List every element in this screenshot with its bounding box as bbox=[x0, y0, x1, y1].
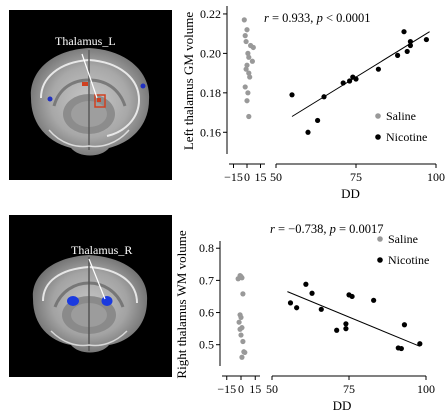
x-tick-label: −15 bbox=[217, 382, 236, 396]
data-point-saline bbox=[239, 354, 245, 360]
data-point-saline bbox=[245, 90, 251, 96]
chart-svg: r = −0.738, p = 0.0017 0.5 0.6 0.7 0.8 Right… bbox=[174, 222, 435, 411]
brain-image-thalamus-left: Thalamus_L bbox=[9, 10, 172, 180]
data-point-nicotine bbox=[375, 66, 381, 72]
x-tick-label: 100 bbox=[427, 170, 445, 184]
data-point-saline bbox=[241, 17, 247, 23]
data-point-saline bbox=[242, 349, 248, 356]
x-tick-label: 15 bbox=[255, 170, 267, 184]
legend-marker-nicotine bbox=[377, 257, 383, 263]
data-point-saline bbox=[245, 50, 251, 56]
x-tick-label: 50 bbox=[270, 170, 282, 184]
data-point-nicotine bbox=[334, 327, 340, 333]
data-point-saline bbox=[243, 38, 249, 45]
roi-highlight bbox=[94, 94, 106, 108]
data-point-nicotine bbox=[343, 326, 349, 332]
brain-image-thalamus-right: Thalamus_R bbox=[9, 215, 172, 377]
data-point-nicotine bbox=[343, 321, 349, 327]
data-point-saline bbox=[242, 84, 248, 90]
data-point-saline bbox=[250, 44, 256, 51]
scatter-chart-right-thalamus: r = −0.738, p = 0.0017 0.5 0.6 0.7 0.8 Right… bbox=[174, 205, 447, 411]
data-point-saline bbox=[240, 291, 246, 297]
data-point-nicotine bbox=[417, 341, 423, 347]
y-tick-label: 0.22 bbox=[200, 7, 221, 21]
data-point-saline bbox=[246, 54, 252, 60]
legend-label: Nicotine bbox=[388, 253, 429, 267]
data-point-saline bbox=[244, 98, 250, 104]
legend-marker-saline bbox=[377, 236, 383, 242]
x-tick-label: 0 bbox=[244, 170, 250, 184]
data-point-nicotine bbox=[404, 48, 410, 55]
roi-left-blob bbox=[67, 296, 79, 306]
marker-left bbox=[47, 96, 53, 102]
y-tick-label: 0.7 bbox=[199, 273, 214, 287]
brain-slice-drawing bbox=[30, 48, 150, 156]
region-label: Thalamus_R bbox=[71, 243, 133, 257]
y-tick-label: 0.8 bbox=[199, 241, 214, 255]
data-point-saline bbox=[246, 70, 252, 76]
legend-label: Saline bbox=[386, 109, 416, 123]
y-tick-label: 0.16 bbox=[200, 125, 221, 139]
data-point-nicotine bbox=[305, 129, 311, 135]
y-tick-label: 0.6 bbox=[199, 306, 214, 320]
data-point-saline bbox=[240, 338, 246, 345]
correlation-stat: r = 0.933, p < 0.0001 bbox=[264, 11, 371, 25]
x-tick-label: 0 bbox=[238, 382, 244, 396]
data-point-nicotine bbox=[423, 36, 429, 43]
brain-slice-drawing bbox=[32, 255, 148, 353]
data-point-nicotine bbox=[371, 297, 377, 303]
x-tick-label: 75 bbox=[343, 382, 355, 396]
data-point-saline bbox=[244, 27, 250, 33]
marker-right bbox=[140, 83, 146, 89]
region-label: Thalamus_L bbox=[55, 34, 116, 48]
data-point-nicotine bbox=[318, 306, 324, 312]
y-axis-title: Right thalamus WM volume bbox=[174, 230, 189, 378]
data-point-nicotine bbox=[315, 117, 321, 124]
correlation-stat: r = −0.738, p = 0.0017 bbox=[270, 222, 384, 236]
data-point-saline bbox=[235, 276, 241, 282]
x-tick-label: 15 bbox=[249, 382, 261, 396]
regression-line bbox=[287, 291, 421, 347]
legend-marker-saline bbox=[375, 113, 381, 119]
data-point-saline bbox=[237, 326, 243, 332]
x-tick-label: 75 bbox=[350, 170, 362, 184]
data-point-nicotine bbox=[398, 345, 404, 352]
data-point-saline bbox=[243, 66, 249, 72]
x-tick-label: 100 bbox=[417, 382, 435, 396]
legend-marker-nicotine bbox=[375, 134, 381, 140]
roi-right-blob bbox=[101, 296, 113, 306]
data-point-saline bbox=[246, 113, 252, 120]
data-point-saline bbox=[238, 332, 244, 338]
regression-line bbox=[291, 31, 430, 117]
y-tick-label: 0.5 bbox=[199, 338, 214, 352]
data-point-nicotine bbox=[401, 29, 407, 35]
data-point-saline bbox=[244, 62, 250, 68]
legend-label: Saline bbox=[388, 232, 418, 246]
data-point-nicotine bbox=[309, 290, 315, 296]
data-point-nicotine bbox=[289, 92, 295, 98]
x-axis-title: DD bbox=[341, 186, 360, 201]
chart-svg: r = 0.933, p < 0.0001 0.16 0.18 0.20 0.22 Le… bbox=[181, 6, 445, 201]
data-point-nicotine bbox=[294, 305, 300, 311]
y-axis-title: Left thalamus GM volume bbox=[181, 12, 196, 151]
data-point-saline bbox=[249, 58, 255, 64]
data-point-nicotine bbox=[287, 300, 294, 306]
y-tick-label: 0.18 bbox=[200, 86, 221, 100]
data-point-saline bbox=[242, 33, 248, 39]
data-point-nicotine bbox=[401, 322, 408, 328]
data-point-nicotine bbox=[303, 281, 309, 287]
data-point-nicotine bbox=[349, 293, 355, 300]
data-point-saline bbox=[236, 319, 242, 325]
legend-label: Nicotine bbox=[386, 130, 427, 144]
x-tick-label: −15 bbox=[224, 170, 243, 184]
data-point-saline bbox=[238, 314, 244, 320]
x-axis-title: DD bbox=[333, 398, 352, 411]
data-point-nicotine bbox=[395, 52, 401, 58]
data-point-saline bbox=[247, 74, 253, 80]
y-tick-label: 0.20 bbox=[200, 46, 221, 60]
x-tick-label: 50 bbox=[266, 382, 278, 396]
scatter-chart-left-thalamus: r = 0.933, p < 0.0001 0.16 0.18 0.20 0.22 Le… bbox=[176, 0, 447, 205]
